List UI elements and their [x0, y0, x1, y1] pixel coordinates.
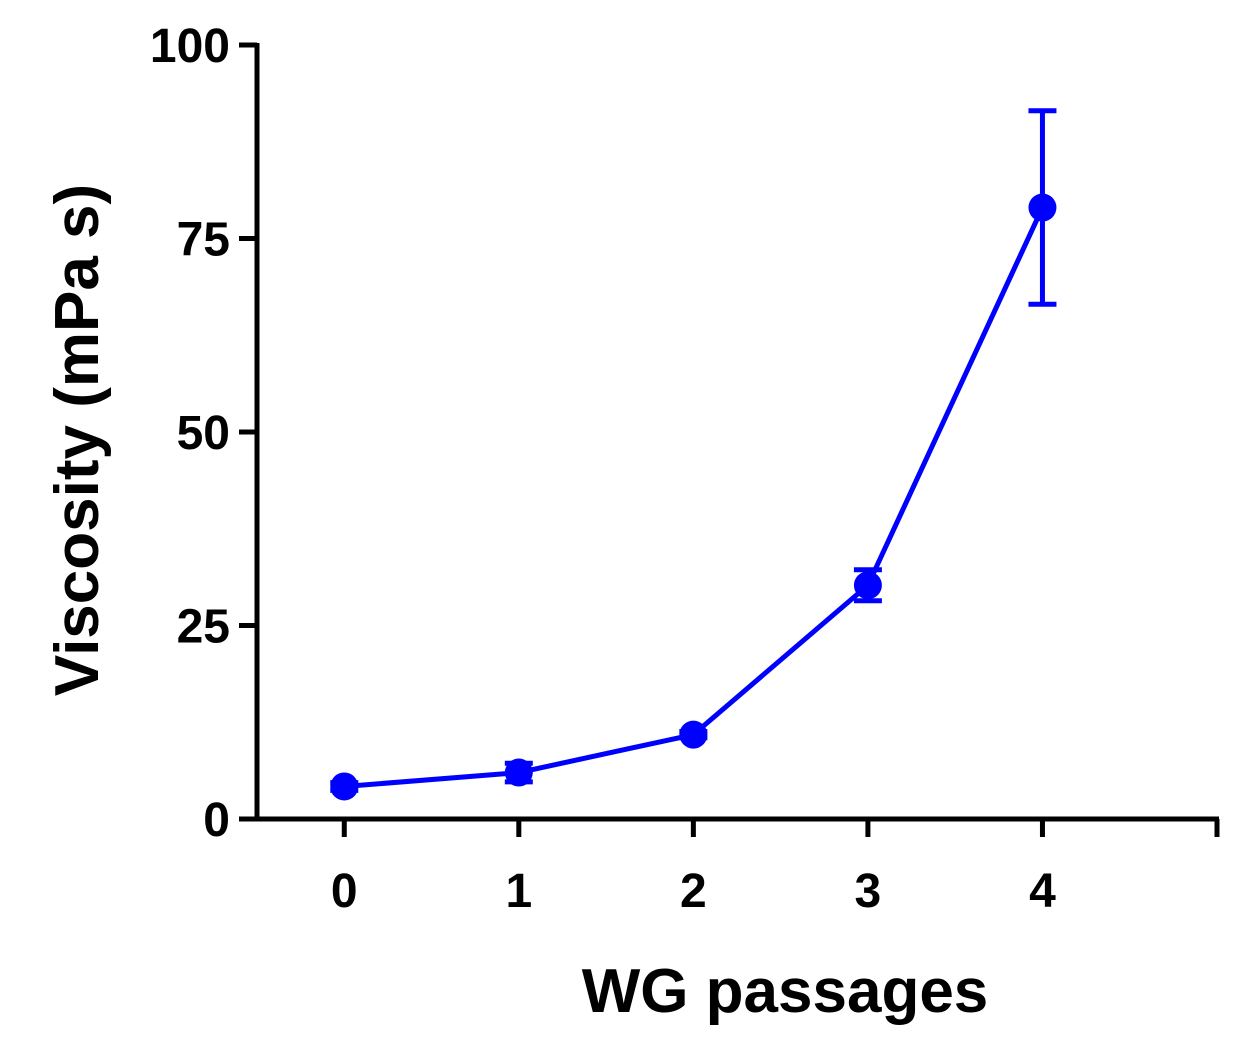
- x-tick-label: 1: [505, 865, 532, 918]
- x-tick-label: 0: [331, 865, 358, 918]
- y-tick-label: 50: [177, 407, 230, 460]
- x-tick-label: 4: [1029, 865, 1056, 918]
- data-point: [330, 772, 359, 801]
- series-line: [344, 206, 1045, 789]
- data-point: [853, 571, 882, 600]
- axes: [254, 43, 1219, 822]
- data-point: [1028, 193, 1057, 222]
- y-tick-label: 100: [150, 20, 230, 73]
- y-axis-title: Viscosity (mPa s): [43, 184, 112, 696]
- y-tick-label: 0: [203, 794, 230, 847]
- data-point: [679, 720, 708, 749]
- data-point: [504, 758, 533, 787]
- x-tick-label: 3: [855, 865, 882, 918]
- y-tick-label: 75: [177, 214, 230, 267]
- y-tick-label: 25: [177, 601, 230, 654]
- data-series: [330, 108, 1057, 801]
- x-axis-title: WG passages: [582, 957, 989, 1026]
- ticks: 0 25 50 75 100 0 1 2 3 4: [150, 20, 1220, 918]
- x-tick-label: 2: [680, 865, 707, 918]
